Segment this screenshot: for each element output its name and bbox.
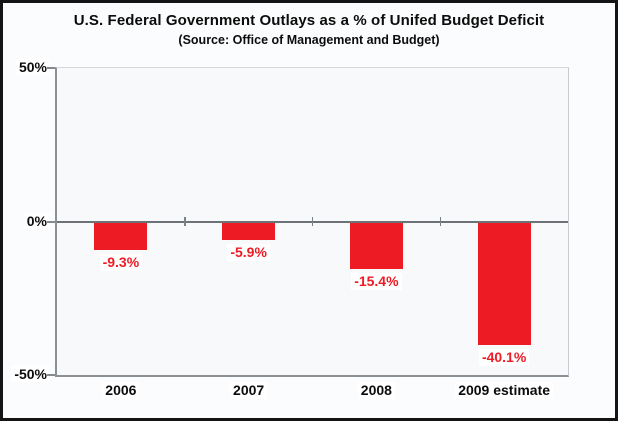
bar-value-label-2006-text: -9.3% [99,254,143,272]
x-category-label-2008-text: 2008 [357,382,395,399]
y-tick-label-50: 50% [4,59,50,76]
bar-2008 [349,221,403,269]
bar-2009-estimate [477,221,531,345]
x-category-label-2009-estimate-text: 2009 estimate [455,382,554,399]
bar-value-label-2009-estimate-text: -40.1% [478,348,530,366]
x-category-label-2006: 2006 [51,382,191,399]
x-category-label-2007: 2007 [179,382,319,399]
y-tick-mark [47,67,55,69]
bar-2007 [222,221,276,240]
category-boundary-tick [311,217,314,226]
category-boundary-tick [184,217,186,226]
chart-subtitle: (Source: Office of Management and Budget… [178,33,440,47]
bar-value-label-2006: -9.3% [61,254,181,272]
category-boundary-tick [439,217,441,226]
bar-value-label-2008-text: -15.4% [351,272,402,290]
bar-value-label-2007-text: -5.9% [227,243,270,261]
y-tick-label-50-text: 50% [15,59,50,75]
x-category-label-2007-text: 2007 [230,382,268,399]
y-tick-mark [47,374,55,376]
chart-title: U.S. Federal Government Outlays as a % o… [73,12,545,29]
bar-2006 [94,221,148,251]
x-category-label-2009-estimate: 2009 estimate [434,382,574,399]
x-category-label-2008: 2008 [306,382,446,399]
bar-value-label-2007: -5.9% [189,243,309,261]
y-tick-label-0-text: 0% [23,212,50,229]
y-tick-label-0: 0% [4,212,50,230]
y-tick-mark [47,220,55,223]
x-category-label-2006-text: 2006 [102,382,140,399]
y-tick-label--50-text: -50% [11,366,50,382]
bar-value-label-2008: -15.4% [316,272,436,290]
bar-value-label-2009-estimate: -40.1% [444,348,564,366]
y-tick-label--50: -50% [4,366,50,383]
